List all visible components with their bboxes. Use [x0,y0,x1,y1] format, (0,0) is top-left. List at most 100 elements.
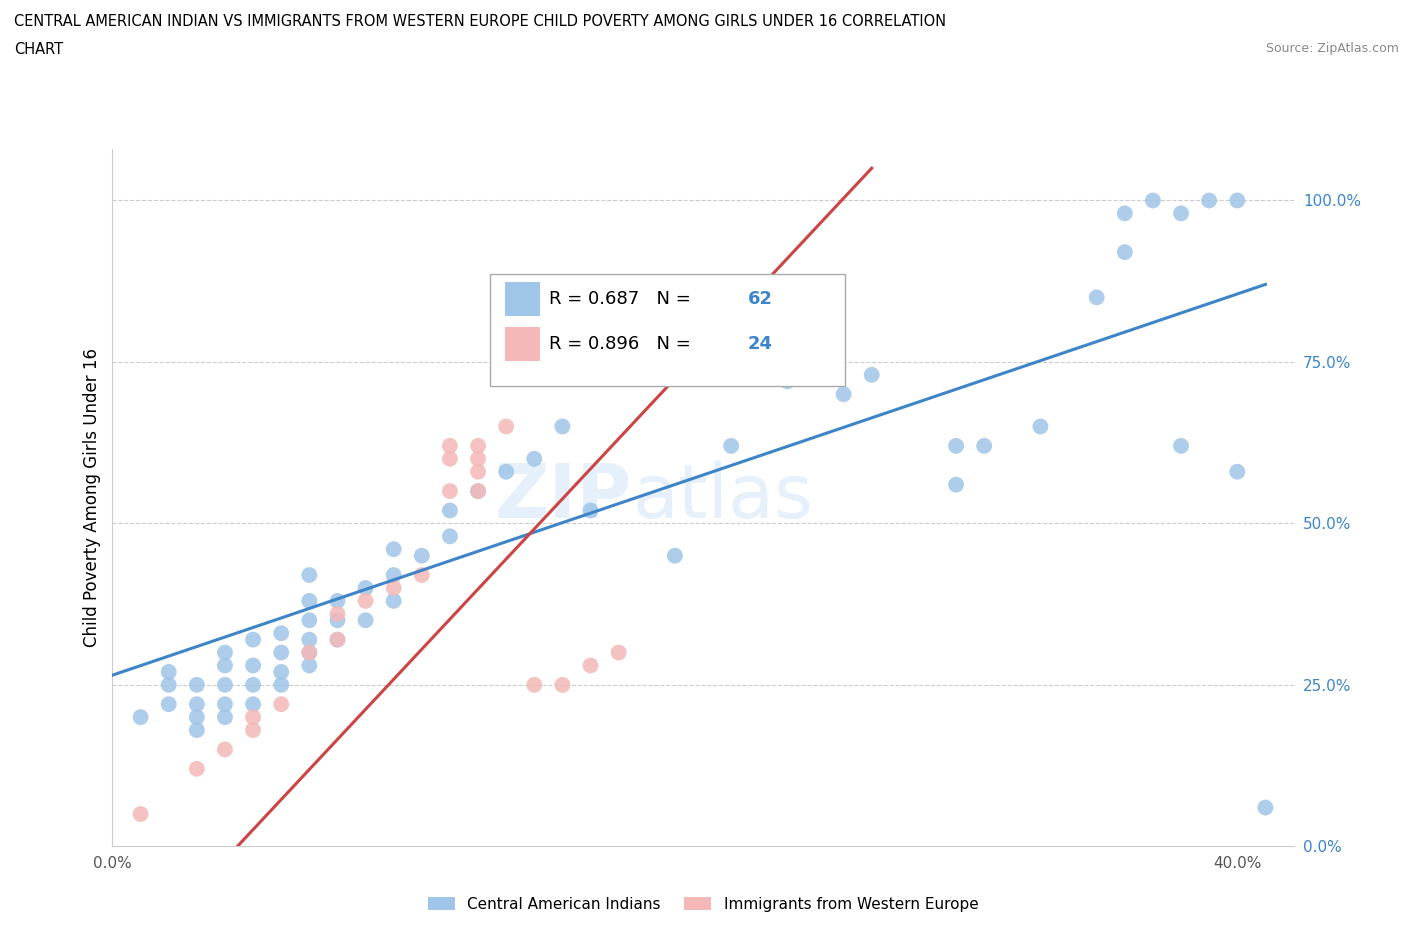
Bar [505,282,540,315]
Point [551,419,574,434]
Point [157,697,180,711]
Point [467,464,489,479]
Point [129,806,152,821]
Point [242,710,264,724]
Point [1170,438,1192,453]
Point [495,464,517,479]
Bar [505,327,540,361]
Point [298,567,321,582]
Point [270,626,292,641]
Point [298,645,321,660]
Point [579,658,602,673]
Point [945,477,967,492]
Point [129,710,152,724]
Point [467,451,489,466]
Point [551,677,574,692]
Point [382,567,405,582]
Point [298,645,321,660]
Point [1114,245,1136,259]
Point [1029,419,1052,434]
Point [298,632,321,647]
Point [607,645,630,660]
Point [439,451,461,466]
Legend: Central American Indians, Immigrants from Western Europe: Central American Indians, Immigrants fro… [422,890,984,918]
Point [1226,464,1249,479]
Point [1142,193,1164,208]
Point [298,658,321,673]
Point [214,710,236,724]
Point [186,677,208,692]
Point [439,484,461,498]
Point [326,606,349,621]
Text: Source: ZipAtlas.com: Source: ZipAtlas.com [1265,42,1399,55]
Point [1254,800,1277,815]
Point [186,710,208,724]
Point [242,697,264,711]
FancyBboxPatch shape [491,274,845,386]
Point [270,677,292,692]
Point [860,367,883,382]
Point [1114,206,1136,220]
Point [270,697,292,711]
Point [354,580,377,595]
Y-axis label: Child Poverty Among Girls Under 16: Child Poverty Among Girls Under 16 [83,348,101,647]
Text: atlas: atlas [633,461,813,534]
Point [720,438,742,453]
Point [326,632,349,647]
Point [326,593,349,608]
Point [298,613,321,628]
Point [186,723,208,737]
Point [382,580,405,595]
Point [439,438,461,453]
Point [214,658,236,673]
Point [973,438,995,453]
Point [382,542,405,557]
Point [664,549,686,564]
Point [326,613,349,628]
Point [1198,193,1220,208]
Point [1085,290,1108,305]
Text: CHART: CHART [14,42,63,57]
Point [523,451,546,466]
Point [354,593,377,608]
Point [242,723,264,737]
Point [186,697,208,711]
Point [354,613,377,628]
Point [523,677,546,692]
Point [157,665,180,680]
Point [242,658,264,673]
Point [242,677,264,692]
Point [411,549,433,564]
Text: ZIP: ZIP [495,461,633,534]
Point [214,697,236,711]
Point [832,387,855,402]
Point [467,484,489,498]
Point [945,438,967,453]
Point [298,593,321,608]
Point [1226,193,1249,208]
Point [382,593,405,608]
Text: 62: 62 [748,290,773,308]
Point [411,567,433,582]
Point [467,438,489,453]
Point [270,645,292,660]
Point [467,484,489,498]
Point [776,374,799,389]
Text: 24: 24 [748,335,773,353]
Point [579,503,602,518]
Point [495,419,517,434]
Text: R = 0.687   N =: R = 0.687 N = [550,290,697,308]
Point [186,762,208,777]
Point [214,645,236,660]
Point [1170,206,1192,220]
Point [214,742,236,757]
Point [270,665,292,680]
Point [242,632,264,647]
Point [439,503,461,518]
Point [326,632,349,647]
Point [439,529,461,544]
Text: CENTRAL AMERICAN INDIAN VS IMMIGRANTS FROM WESTERN EUROPE CHILD POVERTY AMONG GI: CENTRAL AMERICAN INDIAN VS IMMIGRANTS FR… [14,14,946,29]
Point [157,677,180,692]
Point [214,677,236,692]
Text: R = 0.896   N =: R = 0.896 N = [550,335,697,353]
